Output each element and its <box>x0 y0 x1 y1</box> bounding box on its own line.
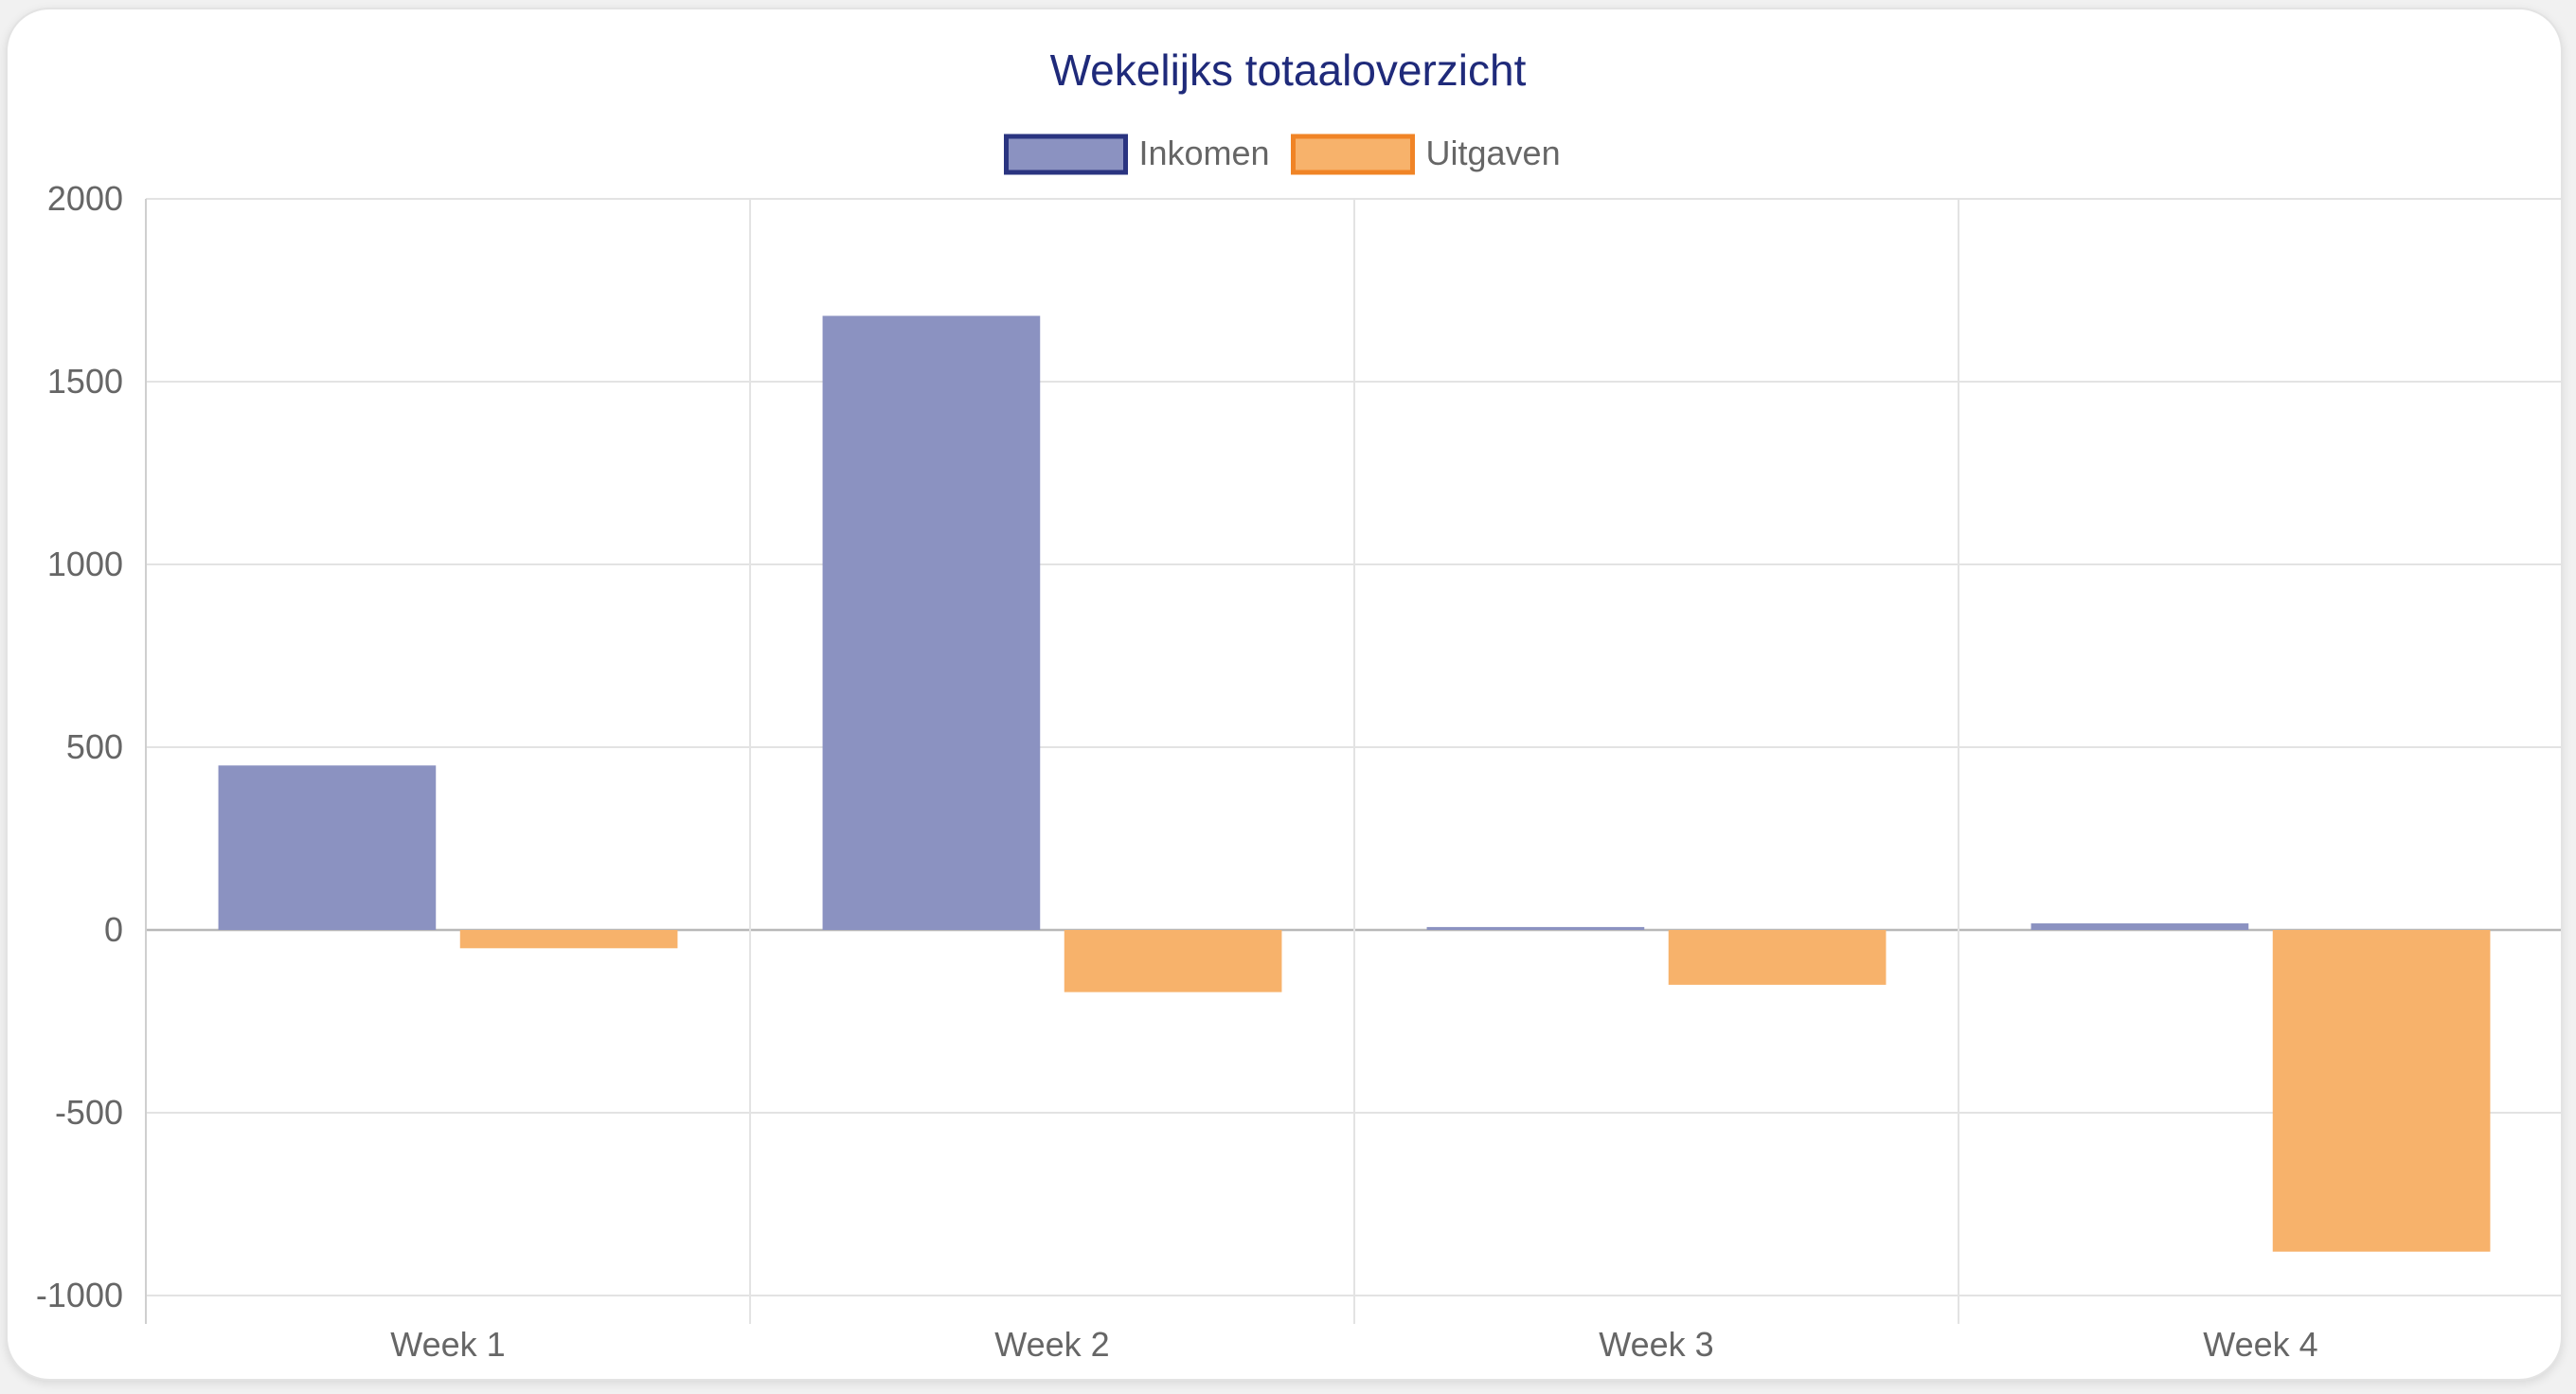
y-tick-label: 500 <box>66 727 123 766</box>
legend: Inkomen Uitgaven <box>1004 134 1561 175</box>
chart-card: Wekelijks totaaloverzicht Inkomen Uitgave… <box>6 8 2563 1381</box>
y-tick-label: 1000 <box>47 545 123 583</box>
y-tick-label: 1500 <box>47 362 123 401</box>
bar-uitgaven-week-1 <box>459 930 678 949</box>
bar-chart: Wekelijks totaaloverzicht Inkomen Uitgave… <box>36 45 2561 1364</box>
x-tick-label: Week 2 <box>994 1325 1109 1364</box>
bar-inkomen-week-4 <box>2030 923 2249 930</box>
grid-lines <box>145 198 2561 1324</box>
bar-inkomen-week-1 <box>218 765 437 930</box>
bar-uitgaven-week-4 <box>2272 930 2491 1252</box>
legend-label-uitgaven: Uitgaven <box>1426 134 1561 172</box>
y-tick-label: -500 <box>55 1093 123 1132</box>
x-tick-label: Week 4 <box>2203 1325 2317 1364</box>
bar-uitgaven-week-2 <box>1064 930 1282 992</box>
y-tick-label: 2000 <box>47 179 123 218</box>
y-axis-labels: 2000 1500 1000 500 0 -500 -1000 <box>36 179 123 1314</box>
legend-label-inkomen: Inkomen <box>1139 134 1270 172</box>
x-tick-label: Week 1 <box>390 1325 505 1364</box>
bar-inkomen-week-3 <box>1426 926 1645 930</box>
x-tick-label: Week 3 <box>1599 1325 1713 1364</box>
legend-swatch-inkomen <box>1004 134 1128 175</box>
bars <box>218 315 2491 1252</box>
chart-title: Wekelijks totaaloverzicht <box>1050 45 1527 95</box>
y-tick-label: -1000 <box>36 1276 123 1314</box>
bar-uitgaven-week-3 <box>1668 930 1887 985</box>
y-tick-label: 0 <box>104 910 123 949</box>
x-axis-labels: Week 1 Week 2 Week 3 Week 4 <box>390 1325 2317 1364</box>
bar-inkomen-week-2 <box>822 315 1041 930</box>
legend-swatch-uitgaven <box>1291 134 1415 175</box>
